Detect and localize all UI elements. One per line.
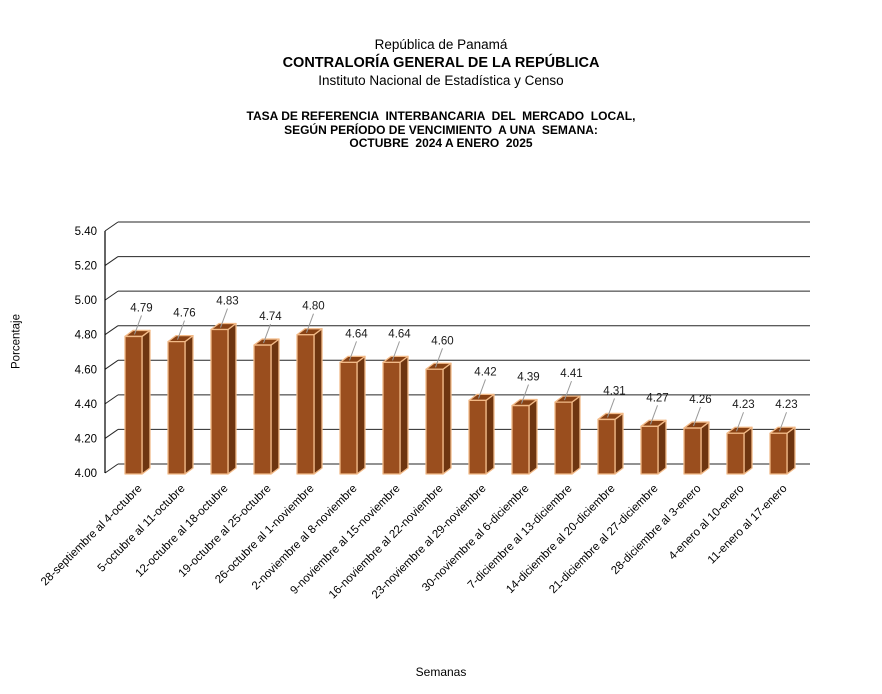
bar-side-face (270, 338, 280, 475)
y-tick-label: 4.00 (75, 468, 97, 480)
value-leader-line (521, 384, 529, 404)
bar-value-label: 4.41 (560, 368, 582, 380)
report-header: República de Panamá CONTRALORÍA GENERAL … (0, 36, 882, 90)
bar-value-label: 4.74 (259, 311, 282, 323)
bar-side-face (786, 426, 796, 475)
y-gridline-depth-tick (104, 256, 119, 266)
y-tick-label: 4.20 (75, 433, 97, 445)
bar-side-face (485, 393, 495, 475)
bar (210, 328, 229, 475)
value-leader-line (564, 380, 572, 401)
institute-subtitle: Instituto Nacional de Estadística y Cens… (318, 73, 564, 88)
bar (726, 432, 745, 475)
y-tick-label: 5.00 (75, 295, 97, 307)
bar-side-face (356, 355, 366, 475)
y-tick-label: 5.40 (75, 226, 97, 238)
bar-value-label: 4.64 (388, 328, 411, 340)
bar (339, 361, 358, 475)
bar (253, 344, 272, 475)
chart-title-line-1: TASA DE REFERENCIA INTERBANCARIA DEL MER… (246, 109, 636, 123)
bar-value-label: 4.31 (603, 385, 625, 397)
value-leader-line (435, 348, 443, 368)
value-leader-line (392, 341, 400, 361)
bar-value-label: 4.27 (646, 392, 668, 404)
bar (769, 432, 788, 475)
bar (683, 427, 702, 475)
value-leader-line (736, 412, 744, 432)
bar-side-face (528, 398, 538, 475)
bar-value-label: 4.23 (732, 399, 754, 411)
y-gridline-depth-tick (104, 394, 119, 405)
bar-value-label: 4.26 (689, 394, 711, 406)
value-leader-line (134, 315, 142, 335)
y-gridline-depth-tick (104, 290, 119, 301)
x-axis-title: Semanas (415, 665, 467, 679)
y-gridline-depth-tick (104, 325, 119, 336)
bar-value-label: 4.76 (173, 308, 195, 320)
bar-value-label: 4.79 (130, 302, 152, 314)
x-axis-label: 28-diciembre al 3-enero (609, 483, 703, 577)
bar (124, 335, 143, 475)
y-gridline-depth-tick (104, 463, 119, 474)
value-leader-line (478, 379, 486, 399)
chart-title: TASA DE REFERENCIA INTERBANCARIA DEL MER… (0, 109, 882, 151)
value-leader-line (263, 323, 271, 344)
bar (554, 401, 573, 475)
x-axis-label: 4-enero al 10-enero (667, 483, 747, 563)
bar (597, 418, 616, 475)
bar-value-label: 4.39 (517, 372, 539, 384)
bar (167, 340, 186, 475)
y-gridline-depth-tick (104, 359, 119, 370)
value-leader-line (693, 406, 701, 427)
value-leader-line (607, 398, 615, 418)
bar (382, 361, 401, 475)
institution-title: CONTRALORÍA GENERAL DE LA REPÚBLICA (282, 55, 600, 71)
bar-side-face (614, 412, 624, 475)
bar-value-label: 4.83 (216, 296, 238, 308)
bar-value-label: 4.64 (345, 328, 368, 340)
value-leader-line (779, 412, 787, 432)
value-leader-line (650, 405, 658, 425)
chart-title-line-2: SEGÚN PERÍODO DE VENCIMIENTO A UNA SEMAN… (284, 122, 598, 137)
country-title: República de Panamá (374, 37, 508, 52)
bar-side-face (399, 355, 409, 475)
bar-side-face (227, 322, 237, 475)
bar (425, 368, 444, 475)
value-leader-line (306, 313, 314, 333)
y-tick-label: 4.40 (75, 399, 97, 411)
value-leader-line (349, 341, 357, 361)
value-leader-line (220, 308, 228, 328)
x-axis-label: 5-octubre al 11-octubre (96, 483, 188, 575)
y-tick-label: 4.80 (75, 330, 97, 342)
y-gridline-depth-tick (104, 221, 119, 232)
bar-side-face (184, 334, 194, 475)
bar-side-face (141, 329, 151, 475)
x-axis-label: 11-enero al 17-enero (706, 483, 790, 567)
value-leader-line (177, 320, 185, 340)
bar (468, 399, 487, 475)
bar-side-face (442, 362, 452, 475)
bar-value-label: 4.80 (302, 301, 324, 313)
y-gridline-depth-tick (104, 429, 119, 439)
bar (640, 425, 659, 475)
y-tick-label: 4.60 (75, 364, 97, 376)
bar-value-label: 4.23 (775, 399, 797, 411)
chart-title-line-3: OCTUBRE 2024 A ENERO 2025 (349, 136, 533, 150)
bar-value-label: 4.42 (474, 366, 496, 378)
bar (511, 404, 530, 475)
bar-side-face (313, 328, 323, 475)
bar-side-face (657, 419, 667, 475)
bar-side-face (743, 426, 753, 475)
bar-side-face (700, 421, 710, 475)
y-tick-label: 5.20 (75, 261, 97, 273)
bar-side-face (571, 395, 581, 475)
bar-value-label: 4.60 (431, 335, 453, 347)
bar (296, 334, 315, 475)
